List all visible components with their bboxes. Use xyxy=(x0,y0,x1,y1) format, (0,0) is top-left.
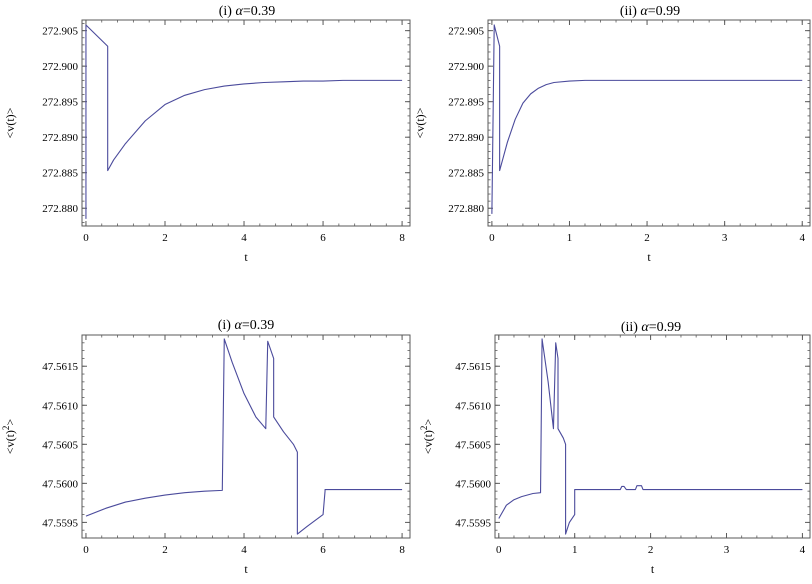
y-tick-label: 47.5615 xyxy=(42,361,78,373)
chart-title-suffix: =0.99 xyxy=(648,4,680,19)
x-axis-label: t xyxy=(647,250,651,264)
chart-title: (ii) α=0.99 xyxy=(620,4,680,19)
chart-title-prefix: (ii) xyxy=(621,320,642,335)
y-tick-label: 272.880 xyxy=(448,203,484,215)
y-axis-label: <v(t)2> xyxy=(419,419,435,455)
x-tick-label: 1 xyxy=(567,232,573,244)
chart-title: (i) α=0.39 xyxy=(219,4,275,19)
x-tick-label: 2 xyxy=(648,544,654,556)
y-tick-label: 272.905 xyxy=(448,26,484,38)
chart-title-suffix: =0.39 xyxy=(242,318,274,333)
y-tick-label: 272.885 xyxy=(42,168,78,180)
y-tick-label: 272.880 xyxy=(42,203,78,215)
x-tick-label: 4 xyxy=(800,544,806,556)
x-tick-label: 4 xyxy=(241,544,247,556)
x-tick-label: 6 xyxy=(320,232,326,244)
y-tick-label: 47.5595 xyxy=(42,517,78,529)
y-axis-label-main: <v(t) xyxy=(421,430,435,454)
y-tick-label: 47.5610 xyxy=(455,400,491,412)
y-tick-label: 272.900 xyxy=(448,61,484,73)
x-tick-label: 4 xyxy=(799,232,805,244)
chart-title-symbol: α xyxy=(640,4,648,19)
x-axis-label: t xyxy=(244,250,248,264)
x-tick-label: 4 xyxy=(241,232,247,244)
y-tick-label: 272.895 xyxy=(448,97,484,109)
y-axis-label-end: > xyxy=(3,419,17,426)
y-tick-label: 47.5605 xyxy=(455,439,491,451)
x-tick-label: 3 xyxy=(724,544,730,556)
x-tick-label: 0 xyxy=(83,232,89,244)
y-tick-label: 272.905 xyxy=(42,26,78,38)
x-tick-label: 8 xyxy=(399,232,405,244)
chart-panel-1: 0 2 4 6 8 272.880 272.885 272.890 272.895 272.900… xyxy=(3,4,411,264)
y-axis-label-superscript: 2 xyxy=(1,426,11,431)
chart-title-symbol: α xyxy=(641,320,649,335)
x-tick-label: 6 xyxy=(320,544,326,556)
chart-title-symbol: α xyxy=(235,4,243,19)
y-tick-label: 47.5615 xyxy=(455,361,491,373)
chart-title-prefix: (i) xyxy=(219,4,236,19)
y-tick-label: 47.5610 xyxy=(42,400,78,412)
x-axis-label: t xyxy=(244,562,248,576)
chart-title-prefix: (i) xyxy=(218,318,235,333)
chart-title: (i) α=0.39 xyxy=(218,318,274,333)
x-tick-label: 0 xyxy=(496,544,502,556)
plot-frame xyxy=(81,19,411,227)
x-tick-label: 2 xyxy=(162,544,168,556)
x-tick-label: 8 xyxy=(399,544,405,556)
chart-panel-3: 0 2 4 6 8 47.5595 47.5600 47.5605 47.5610 47.5615… xyxy=(1,318,411,576)
y-axis-label-main: <v(t) xyxy=(3,430,17,454)
y-tick-label: 47.5595 xyxy=(455,517,491,529)
y-axis-label: <v(t)> xyxy=(413,107,427,138)
y-tick-label: 272.895 xyxy=(42,97,78,109)
chart-panel-2: 0 1 2 3 4 272.880 272.885 272.890 272.895 272.900… xyxy=(413,4,811,264)
y-axis-label-superscript: 2 xyxy=(419,426,429,431)
chart-title-symbol: α xyxy=(234,318,242,333)
y-axis-label: <v(t)2> xyxy=(1,419,17,455)
chart-title-prefix: (ii) xyxy=(620,4,641,19)
series-line-1 xyxy=(85,24,403,219)
y-axis-label-end: > xyxy=(421,419,435,426)
y-tick-label: 272.885 xyxy=(448,168,484,180)
y-tick-label: 272.890 xyxy=(42,132,78,144)
x-tick-label: 2 xyxy=(162,232,168,244)
series-line-1 xyxy=(85,338,403,535)
y-tick-label: 47.5600 xyxy=(455,478,491,490)
series-line-1 xyxy=(498,338,803,535)
x-axis-label: t xyxy=(651,562,655,576)
series-line-1 xyxy=(491,24,803,214)
chart-title-suffix: =0.99 xyxy=(649,320,681,335)
x-tick-label: 3 xyxy=(722,232,728,244)
plot-frame xyxy=(81,334,411,539)
y-tick-label: 272.890 xyxy=(448,132,484,144)
plot-frame xyxy=(487,19,811,227)
y-tick-label: 47.5600 xyxy=(42,478,78,490)
chart-title-suffix: =0.39 xyxy=(243,4,275,19)
y-axis-label: <v(t)> xyxy=(3,107,17,138)
chart-title: (ii) α=0.99 xyxy=(621,320,681,335)
y-tick-label: 47.5605 xyxy=(42,439,78,451)
x-tick-label: 0 xyxy=(489,232,495,244)
x-tick-label: 0 xyxy=(83,544,89,556)
x-tick-label: 1 xyxy=(572,544,578,556)
y-tick-label: 272.900 xyxy=(42,61,78,73)
chart-panel-4: 0 1 2 3 4 47.5595 47.5600 47.5605 47.5610 47.5615… xyxy=(419,320,811,576)
x-tick-label: 2 xyxy=(644,232,650,244)
